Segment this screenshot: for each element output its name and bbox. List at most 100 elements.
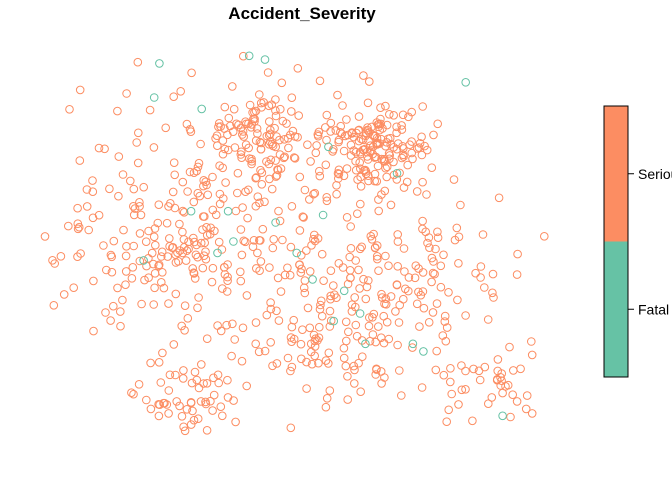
point-serious-658 [369, 229, 378, 239]
point-serious-714 [350, 293, 360, 302]
point-serious-485 [342, 115, 351, 124]
point-serious-466 [284, 143, 293, 153]
point-serious-855 [342, 213, 352, 222]
point-fatal-0 [155, 59, 164, 68]
point-serious-230 [480, 283, 489, 292]
point-serious-213 [257, 138, 266, 148]
point-serious-369 [253, 248, 262, 258]
point-serious-865 [201, 247, 210, 256]
point-serious-290 [157, 247, 167, 257]
point-serious-263 [168, 243, 178, 252]
point-serious-241 [89, 276, 98, 286]
point-serious-722 [133, 158, 143, 168]
point-serious-876 [330, 290, 339, 300]
point-serious-615 [223, 375, 232, 385]
point-serious-309 [76, 249, 85, 258]
point-serious-695 [192, 240, 201, 250]
point-serious-313 [339, 146, 349, 156]
point-serious-757 [266, 137, 275, 147]
point-serious-451 [286, 242, 296, 252]
point-serious-386 [461, 385, 470, 394]
legend-swatch-fatal [604, 241, 628, 377]
point-serious-262 [493, 355, 503, 364]
point-serious-698 [313, 336, 322, 345]
point-serious-576 [73, 224, 83, 234]
point-serious-700 [373, 161, 383, 171]
point-serious-30 [319, 276, 328, 286]
point-serious-763 [356, 182, 366, 191]
point-serious-831 [374, 122, 383, 132]
point-serious-388 [334, 174, 343, 183]
point-serious-300 [262, 157, 271, 166]
point-serious-555 [191, 250, 201, 260]
point-serious-699 [247, 157, 257, 166]
point-serious-218 [468, 416, 477, 426]
point-serious-558 [356, 164, 365, 173]
point-serious-84 [209, 373, 218, 383]
point-serious-331 [381, 101, 390, 111]
point-serious-71 [254, 347, 264, 357]
point-serious-348 [410, 273, 420, 283]
point-serious-115 [349, 146, 359, 155]
point-serious-493 [106, 250, 116, 260]
point-serious-449 [353, 175, 362, 184]
point-serious-755 [402, 177, 412, 187]
point-serious-761 [418, 102, 428, 111]
point-serious-134 [144, 273, 153, 283]
point-fatal-16 [361, 339, 370, 349]
point-serious-10 [163, 252, 172, 261]
point-serious-427 [334, 169, 344, 179]
point-serious-840 [440, 317, 450, 326]
point-serious-351 [106, 316, 115, 325]
point-serious-232 [380, 299, 389, 309]
point-serious-423 [195, 191, 205, 201]
point-serious-703 [356, 172, 366, 182]
point-serious-220 [256, 165, 265, 175]
point-fatal-13 [339, 286, 349, 296]
point-serious-670 [391, 307, 400, 316]
point-serious-282 [297, 264, 306, 274]
point-serious-496 [144, 226, 153, 236]
point-serious-616 [357, 242, 367, 252]
point-serious-732 [150, 283, 159, 293]
point-fatal-6 [392, 169, 402, 178]
point-serious-821 [395, 366, 404, 375]
point-serious-677 [283, 353, 293, 363]
point-serious-651 [202, 426, 212, 435]
point-serious-87 [190, 237, 199, 247]
point-serious-851 [359, 145, 369, 155]
point-serious-140 [73, 219, 83, 228]
point-fatal-20 [498, 411, 507, 421]
point-serious-407 [527, 337, 536, 346]
point-serious-754 [417, 383, 427, 392]
point-serious-337 [404, 273, 414, 282]
point-serious-306 [180, 426, 190, 436]
point-serious-734 [297, 251, 306, 260]
point-serious-293 [202, 334, 212, 344]
point-fatal-3 [197, 104, 206, 114]
point-serious-234 [294, 111, 304, 120]
point-serious-701 [271, 156, 280, 165]
point-serious-43 [153, 218, 163, 228]
point-serious-537 [339, 343, 349, 353]
point-serious-567 [214, 237, 224, 247]
point-serious-185 [444, 405, 454, 415]
point-serious-543 [280, 152, 290, 162]
point-serious-820 [134, 128, 143, 138]
point-serious-713 [488, 288, 497, 298]
point-serious-188 [228, 127, 238, 136]
point-serious-171 [118, 295, 127, 305]
point-serious-838 [202, 230, 212, 240]
point-serious-679 [154, 261, 163, 271]
point-serious-394 [287, 362, 297, 372]
point-serious-839 [414, 287, 423, 297]
point-serious-259 [193, 162, 203, 172]
point-serious-866 [230, 335, 239, 344]
point-serious-445 [208, 205, 218, 215]
point-serious-155 [300, 185, 310, 195]
point-serious-611 [357, 134, 366, 144]
point-serious-471 [371, 337, 381, 347]
point-serious-182 [393, 262, 403, 271]
point-serious-536 [129, 241, 138, 251]
